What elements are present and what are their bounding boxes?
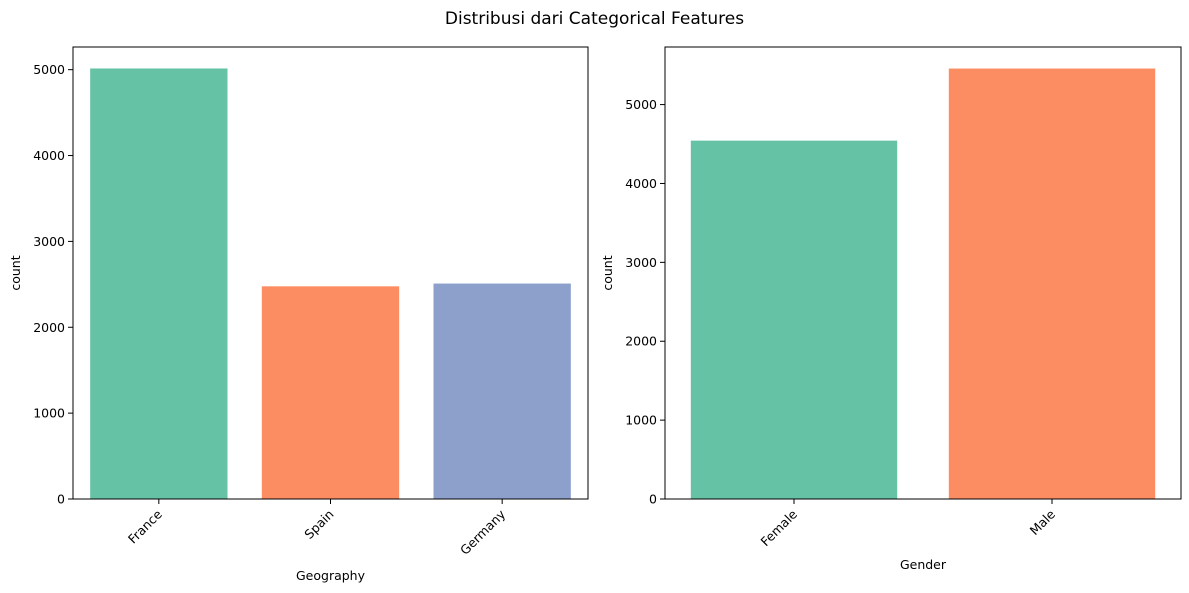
bar-female (690, 140, 898, 499)
bar-france (90, 68, 228, 499)
x-tick-label: Female (758, 506, 801, 549)
y-tick-label: 1000 (33, 406, 65, 421)
chart-panel-2: 0 1000 2000 3000 4000 5000 Female Male Gender cou… (600, 46, 1182, 572)
x-tick-label: Germany (457, 506, 509, 558)
x-tick-label: Male (1027, 506, 1059, 538)
y-tick-label: 4000 (33, 148, 65, 163)
figure-title: Distribusi dari Categorical Features (445, 9, 744, 29)
y-tick-label: 3000 (625, 255, 657, 270)
y-tick-label: 5000 (625, 97, 657, 112)
y-tick-label: 4000 (625, 176, 657, 191)
bar-germany (433, 283, 571, 499)
y-tick-label: 2000 (625, 334, 657, 349)
y-axis-label: count (8, 255, 23, 290)
y-tick-label: 3000 (33, 234, 65, 249)
bar-spain (261, 286, 400, 499)
y-tick-label: 2000 (33, 320, 65, 335)
y-tick-label: 0 (649, 492, 657, 507)
chart-panel-1: 0 1000 2000 3000 4000 5000 France Spain Germany G… (8, 46, 589, 583)
y-axis-label: count (600, 255, 615, 290)
x-tick-label: Spain (301, 507, 336, 542)
y-tick-label: 5000 (33, 62, 65, 77)
axes-frame (664, 46, 1182, 500)
y-tick-label: 0 (57, 492, 65, 507)
chart-panels: 0 1000 2000 3000 4000 5000 France Spain Germany G… (8, 46, 1182, 583)
x-axis-label: Geography (296, 568, 366, 583)
y-tick-label: 1000 (625, 413, 657, 428)
bar-male (948, 68, 1156, 499)
x-axis-label: Gender (900, 557, 947, 572)
x-tick-label: France (125, 506, 165, 546)
